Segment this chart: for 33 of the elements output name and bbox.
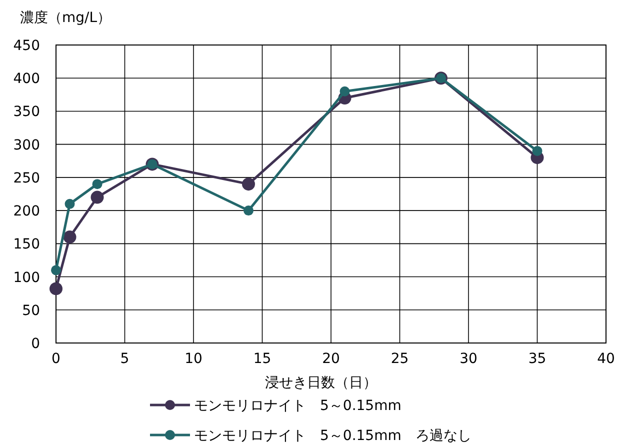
point — [64, 198, 75, 209]
point — [92, 179, 102, 190]
x-tick-label: 40 — [597, 351, 615, 367]
point — [63, 230, 76, 244]
y-tick-label: 100 — [13, 270, 40, 286]
point — [242, 178, 255, 191]
point — [532, 146, 542, 156]
x-tick-label: 20 — [322, 351, 340, 367]
y-tick-label: 250 — [13, 170, 40, 186]
legend-label: モンモリロナイト 5～0.15mm — [194, 398, 402, 414]
y-tick-label: 50 — [22, 302, 40, 319]
y-tick-label: 200 — [13, 204, 40, 220]
x-tick-label: 10 — [184, 351, 202, 367]
legend-label: モンモリロナイト 5～0.15mm ろ過なし — [194, 428, 472, 444]
x-tick-label: 25 — [390, 351, 409, 367]
x-tick-label: 35 — [528, 351, 546, 367]
point — [50, 282, 62, 296]
y-tick-label: 350 — [13, 104, 40, 120]
x-tick-label: 5 — [120, 351, 130, 367]
point — [244, 206, 254, 216]
x-tick-label: 0 — [52, 351, 60, 367]
x-axis-title: 浸せき日数（日） — [265, 375, 377, 391]
y-tick-label: 450 — [13, 38, 40, 54]
point — [51, 265, 61, 276]
y-tick-label: 0 — [31, 336, 40, 352]
y-tick-label: 300 — [13, 137, 40, 154]
point — [90, 190, 104, 204]
x-tick-label: 30 — [460, 351, 478, 367]
y-tick-label: 400 — [13, 71, 40, 88]
x-tick-label: 15 — [253, 351, 272, 367]
y-tick-label: 150 — [13, 236, 40, 253]
point — [340, 86, 350, 96]
y-axis-title: 濃度（mg/L） — [20, 10, 112, 26]
